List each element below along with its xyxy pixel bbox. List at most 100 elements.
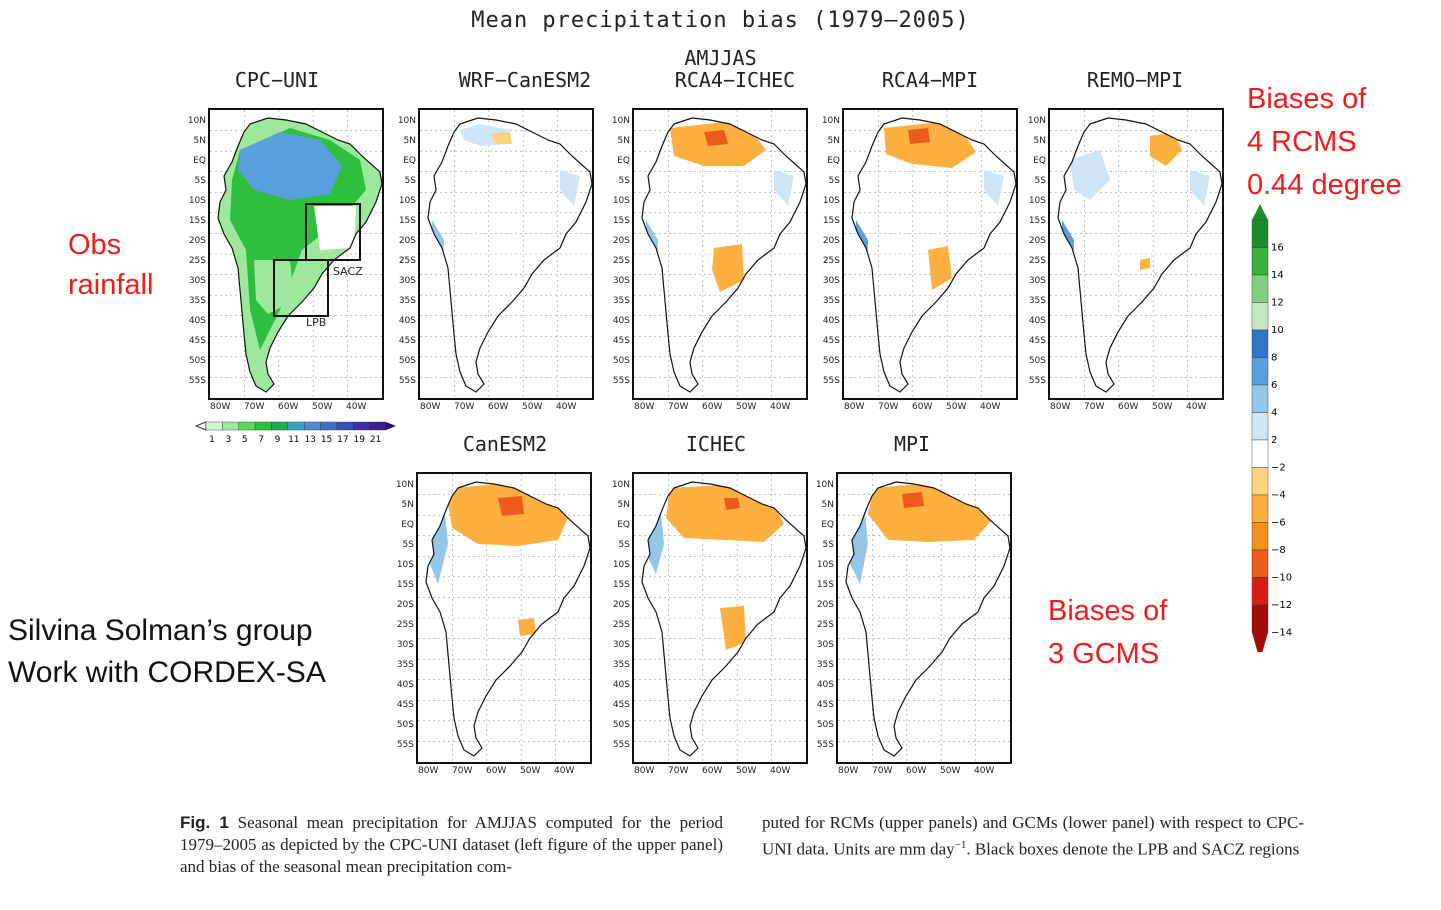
field-patch xyxy=(902,492,924,508)
lat-tick-label: 20S xyxy=(612,236,630,246)
lat-tick-label: 35S xyxy=(396,660,414,670)
lat-tick-label: 20S xyxy=(816,600,834,610)
lat-tick-label: 30S xyxy=(816,640,834,650)
bias-field xyxy=(218,118,382,392)
map-panel-wrf-canesm2 xyxy=(418,108,594,400)
colorbar-swatch xyxy=(320,421,338,431)
lat-tick-label: 5N xyxy=(401,500,414,510)
lat-tick-label: 45S xyxy=(1028,336,1046,346)
map-panel-remo-mpi xyxy=(1048,108,1224,400)
lat-tick-label: 50S xyxy=(612,720,630,730)
lpb-box xyxy=(273,259,329,317)
bias-colorbar-tick-label: −2 xyxy=(1271,463,1286,474)
bias-colorbar-swatch xyxy=(1251,412,1269,441)
bias-field xyxy=(646,484,784,734)
bias-colorbar-tick-label: 12 xyxy=(1271,298,1284,309)
colorbar-arrow-high xyxy=(386,422,396,430)
map-cpc-uni xyxy=(210,110,382,398)
lon-tick-label: 60W xyxy=(488,402,509,412)
panel-title-mpi: MPI xyxy=(893,432,931,456)
lat-tick-label: 25S xyxy=(612,256,630,266)
coastline xyxy=(427,117,592,393)
map-panel-mpi xyxy=(836,472,1012,764)
field-patch xyxy=(570,614,588,674)
group-note-line1: Silvina Solman’s group xyxy=(8,614,313,647)
lat-tick-label: 55S xyxy=(816,740,834,750)
lon-tick-label: 50W xyxy=(736,402,757,412)
obs-note-line1: Obs xyxy=(68,229,122,261)
bias-colorbar-tick-label: 4 xyxy=(1271,408,1277,419)
lat-tick-label: 10S xyxy=(612,560,630,570)
lon-tick-label: 40W xyxy=(770,766,791,776)
lat-tick-label: 10N xyxy=(395,480,414,490)
bias-colorbar-tick-label: −14 xyxy=(1271,628,1292,639)
lat-tick-label: 25S xyxy=(398,256,416,266)
bias-colorbar-tick-label: −10 xyxy=(1271,573,1292,584)
lon-tick-label: 70W xyxy=(454,402,475,412)
map-canesm2 xyxy=(418,474,590,762)
lat-tick-label: 5S xyxy=(402,540,414,550)
field-patch xyxy=(724,498,740,510)
lat-tick-label: 30S xyxy=(396,640,414,650)
lat-tick-label: 20S xyxy=(822,236,840,246)
bias-colorbar-swatch xyxy=(1251,219,1269,248)
colorbar-tick-label: 5 xyxy=(242,435,248,445)
lat-tick-label: 10S xyxy=(188,196,206,206)
lat-tick-label: 10S xyxy=(816,560,834,570)
colorbar-tick-label: 11 xyxy=(288,435,299,445)
lat-tick-label: 45S xyxy=(822,336,840,346)
lat-tick-label: 10S xyxy=(1028,196,1046,206)
lat-tick-label: 10N xyxy=(815,480,834,490)
colorbar-tick-label: 13 xyxy=(304,435,315,445)
lpb-label: LPB xyxy=(306,316,327,329)
lat-tick-label: 30S xyxy=(612,640,630,650)
gcm-note-line2: 3 GCMS xyxy=(1048,638,1160,670)
sacz-box xyxy=(305,203,361,261)
lon-tick-label: 40W xyxy=(554,766,575,776)
obs-colorbar: 1 3 5 7 9 11 13 15 17 19 21 xyxy=(194,421,396,445)
lat-tick-label: 25S xyxy=(612,620,630,630)
lat-tick-label: EQ xyxy=(827,156,840,166)
bias-colorbar-tick-label: −8 xyxy=(1271,545,1286,556)
coastline xyxy=(641,117,806,393)
bias-colorbar-swatch xyxy=(1251,439,1269,468)
lat-tick-label: 15S xyxy=(822,216,840,226)
lat-tick-label: 5N xyxy=(827,136,840,146)
panel-title-rca4-ichec: RCA4−ICHEC xyxy=(674,68,796,92)
bias-colorbar-swatch xyxy=(1251,384,1269,413)
lat-tick-label: 5S xyxy=(404,176,416,186)
bias-colorbar-swatch xyxy=(1251,549,1269,578)
bias-colorbar-swatch xyxy=(1251,522,1269,551)
lat-tick-label: 10N xyxy=(1027,116,1046,126)
colorbar-swatch xyxy=(271,421,289,431)
field-patch xyxy=(774,170,794,206)
rcm-note-line2: 4 RCMS xyxy=(1247,126,1357,158)
rcm-note-line1: Biases of xyxy=(1247,83,1367,115)
lat-tick-label: 5S xyxy=(822,540,834,550)
bias-colorbar-tick-label: 10 xyxy=(1271,325,1284,336)
lon-tick-label: 60W xyxy=(912,402,933,412)
colorbar-swatch xyxy=(238,421,256,431)
lat-tick-label: 5N xyxy=(617,500,630,510)
colorbar-swatch xyxy=(353,421,370,431)
lat-tick-label: 55S xyxy=(396,740,414,750)
lat-tick-label: EQ xyxy=(401,520,414,530)
lat-tick-label: 40S xyxy=(398,316,416,326)
field-patch xyxy=(848,504,868,584)
colorbar-tick-label: 21 xyxy=(370,435,381,445)
lat-tick-label: 25S xyxy=(188,256,206,266)
lat-tick-label: 10S xyxy=(398,196,416,206)
lat-tick-label: 20S xyxy=(188,236,206,246)
lat-tick-label: 20S xyxy=(398,236,416,246)
lat-tick-label: 15S xyxy=(612,216,630,226)
bias-colorbar-swatch xyxy=(1251,302,1269,331)
lat-tick-label: 45S xyxy=(612,700,630,710)
lat-tick-label: 5S xyxy=(618,540,630,550)
lat-tick-label: 25S xyxy=(822,256,840,266)
field-patch xyxy=(988,614,1006,674)
bias-colorbar: 16 14 12 10 8 6 4 2 −2 −4 −6 −8 −10 −12 −14 xyxy=(1251,204,1292,652)
field-patch xyxy=(928,246,952,290)
coastline xyxy=(845,481,1010,757)
colorbar-tick-label: 7 xyxy=(258,435,264,445)
caption-superscript: −1 xyxy=(954,839,967,851)
